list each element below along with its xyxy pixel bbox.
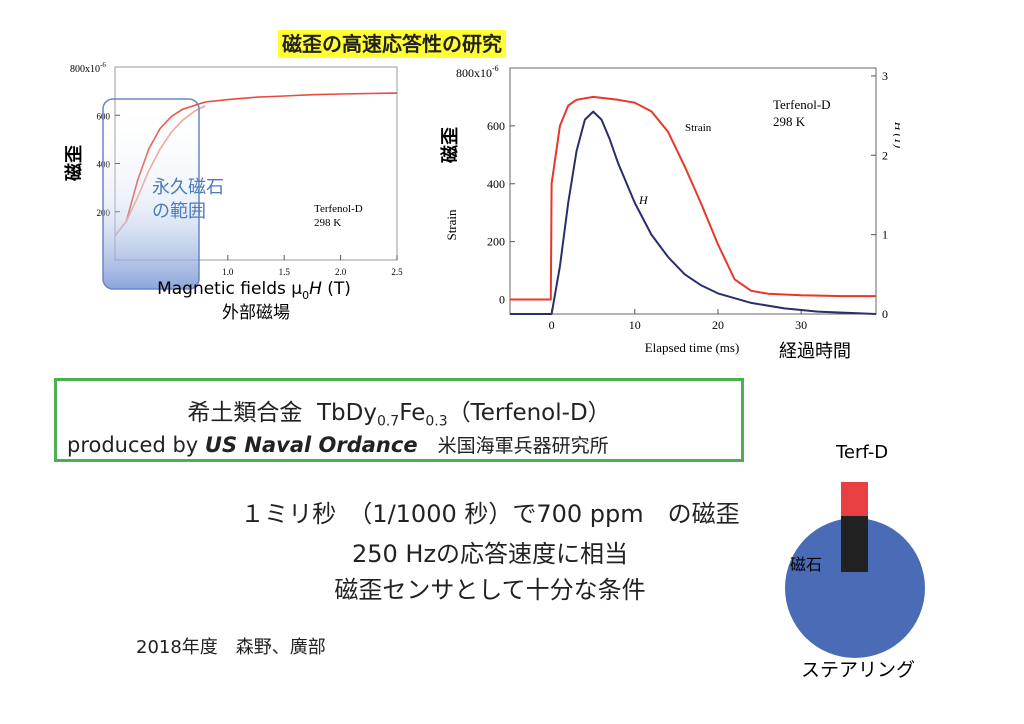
magnet-range-label-1: 永久磁石 xyxy=(152,177,224,198)
maker-jp: 米国海軍兵器研究所 xyxy=(437,435,609,457)
right-ytick-label: 0 xyxy=(499,293,505,307)
terf-d-label: Terf-D xyxy=(835,442,888,463)
right-y2tick-label: 2 xyxy=(882,148,888,162)
right-x-label: Elapsed time (ms) xyxy=(645,340,740,355)
steering-diagram: Terf-D 磁石 ステアリング xyxy=(785,442,925,681)
right-ytick-label: 400 xyxy=(487,177,505,191)
formula-sub-2: 0.3 xyxy=(425,413,448,430)
right-plot-frame xyxy=(509,67,877,315)
right-ytick-label: 600 xyxy=(487,119,505,133)
author-note: 2018年度 森野、廣部 xyxy=(136,637,326,658)
left-y-label: 磁歪 xyxy=(63,145,85,181)
formula-sub-1: 0.7 xyxy=(376,413,400,430)
left-xtick-label: 1.5 xyxy=(279,267,291,277)
right-xtick-label: 20 xyxy=(712,318,724,332)
right-y-multiplier: 800x10-6 xyxy=(456,64,499,80)
left-y-multiplier: 800x10-6 xyxy=(70,61,106,75)
produced-by-text: produced by xyxy=(67,433,199,457)
right-annotation-material: Terfenol-D xyxy=(773,97,831,112)
producer-line: produced by US Naval Ordance 米国海軍兵器研究所 xyxy=(67,431,609,458)
right-y2tick-label: 1 xyxy=(882,228,888,242)
slide-title: 磁歪の高速応答性の研究 xyxy=(278,30,506,58)
formula-name: （Terfenol-D） xyxy=(447,400,611,426)
left-x-label-jp: 外部磁場 xyxy=(222,303,290,323)
right-xtick-label: 10 xyxy=(629,318,641,332)
formula-fe: Fe xyxy=(399,400,426,426)
conclusion-line-3: 磁歪センサとして十分な条件 xyxy=(334,576,646,604)
right-xtick-label: 30 xyxy=(795,318,807,332)
right-series-line-1 xyxy=(510,110,877,315)
left-xtick-label: 1.0 xyxy=(222,267,234,277)
right-y2tick-label: 0 xyxy=(882,307,888,321)
maker-name: US Naval Ordance xyxy=(204,433,418,457)
magnet-range-label-2: の範囲 xyxy=(152,201,206,222)
formula-tbdy: TbDy xyxy=(316,400,377,426)
h-series-label: H xyxy=(638,193,649,207)
right-ytick-label: 200 xyxy=(487,235,505,249)
left-xtick-label: 2.5 xyxy=(391,267,403,277)
material-formula-line: 希土類合金 TbDy0.7Fe0.3（Terfenol-D） xyxy=(57,393,741,430)
material-box: 希土類合金 TbDy0.7Fe0.3（Terfenol-D） produced … xyxy=(54,378,744,462)
right-y-label-jp: 磁歪 xyxy=(440,127,461,163)
left-annotation-material: Terfenol-D xyxy=(314,203,363,215)
left-x-label: Magnetic fields μ0H (T) xyxy=(157,279,351,302)
right-y2-label: H (T) xyxy=(892,121,900,148)
right-y2tick-label: 3 xyxy=(882,69,888,83)
magnet-label: 磁石 xyxy=(790,555,822,574)
magnet-block xyxy=(841,516,868,572)
strain-series-label: Strain xyxy=(685,122,712,134)
right-y-label: Strain xyxy=(444,209,459,241)
right-series-line-0 xyxy=(510,95,876,301)
left-annotation-temp: 298 K xyxy=(314,217,341,229)
conclusion-line-2: 250 Hzの応答速度に相当 xyxy=(351,540,629,568)
terf-d-rod xyxy=(841,482,868,517)
permanent-magnet-range-box xyxy=(102,98,200,290)
right-xtick-label: 0 xyxy=(549,318,555,332)
right-x-label-jp: 経過時間 xyxy=(779,341,851,362)
conclusion-line-1: １ミリ秒 （1/1000 秒）で700 ppm の磁歪 xyxy=(240,500,740,528)
left-xtick-label: 2.0 xyxy=(335,267,347,277)
right-annotation-temp: 298 K xyxy=(773,114,806,129)
alloy-jp: 希土類合金 xyxy=(187,400,303,426)
steering-label: ステアリング xyxy=(801,659,915,681)
steering-circle xyxy=(785,518,925,658)
